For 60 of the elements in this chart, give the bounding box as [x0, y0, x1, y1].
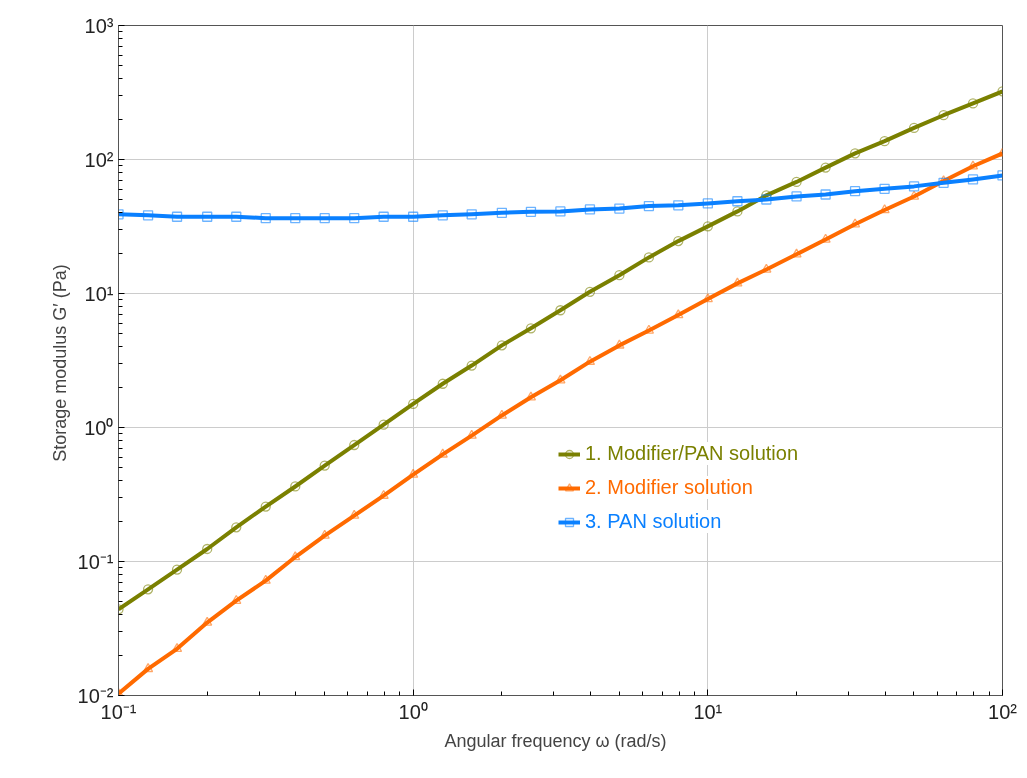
point [879, 136, 890, 147]
x-tick-label: 10² [988, 700, 1018, 723]
x-tick-label: 10¹ [693, 700, 723, 723]
point [202, 616, 213, 626]
point [820, 233, 831, 243]
point [938, 110, 949, 121]
point [555, 374, 566, 384]
point [142, 663, 154, 673]
point [614, 339, 625, 349]
y-tick-label: 10⁻¹ [77, 550, 114, 573]
point [408, 468, 419, 478]
point [349, 509, 360, 519]
x-tick-label: 10⁰ [398, 700, 428, 723]
point [319, 529, 330, 539]
point [732, 277, 743, 287]
point [673, 235, 684, 247]
point [260, 574, 271, 584]
point [290, 481, 301, 492]
point [673, 309, 684, 319]
point [614, 270, 625, 281]
point [849, 148, 861, 159]
point [791, 176, 802, 188]
y-tick-label: 10⁰ [84, 416, 114, 439]
point [349, 439, 360, 451]
point [290, 551, 301, 561]
point [466, 429, 477, 439]
point [231, 594, 242, 604]
legend-label: 1. Modifier/PAN solution [585, 442, 799, 465]
point [761, 263, 772, 273]
x-tick-label: 10⁻¹ [100, 700, 137, 723]
point [142, 584, 154, 595]
point [555, 305, 566, 316]
point [732, 206, 743, 217]
y-tick-label: 10³ [84, 14, 114, 37]
point [496, 340, 508, 351]
point [319, 460, 330, 471]
point [260, 501, 271, 512]
point [967, 98, 979, 109]
point [202, 543, 213, 555]
point [820, 162, 831, 173]
y-tick-label: 10² [84, 148, 114, 171]
point [378, 419, 389, 430]
legend-label: 2. Modifier solution [585, 476, 753, 499]
x-axis-title: Angular frequency ω (rad/s) [444, 730, 667, 751]
y-tick-label: 10¹ [84, 282, 114, 305]
point [466, 360, 477, 371]
point [378, 489, 389, 499]
point [171, 642, 183, 653]
point [437, 378, 448, 389]
legend-label: 3. PAN solution [585, 510, 722, 533]
point [171, 564, 183, 575]
point [584, 286, 596, 297]
point [437, 448, 448, 458]
point [408, 398, 419, 410]
point [791, 248, 802, 258]
point [231, 522, 242, 533]
point [643, 252, 655, 263]
point [702, 221, 713, 232]
point [525, 323, 537, 334]
y-axis-title: Storage modulus G′ (Pa) [49, 264, 70, 462]
